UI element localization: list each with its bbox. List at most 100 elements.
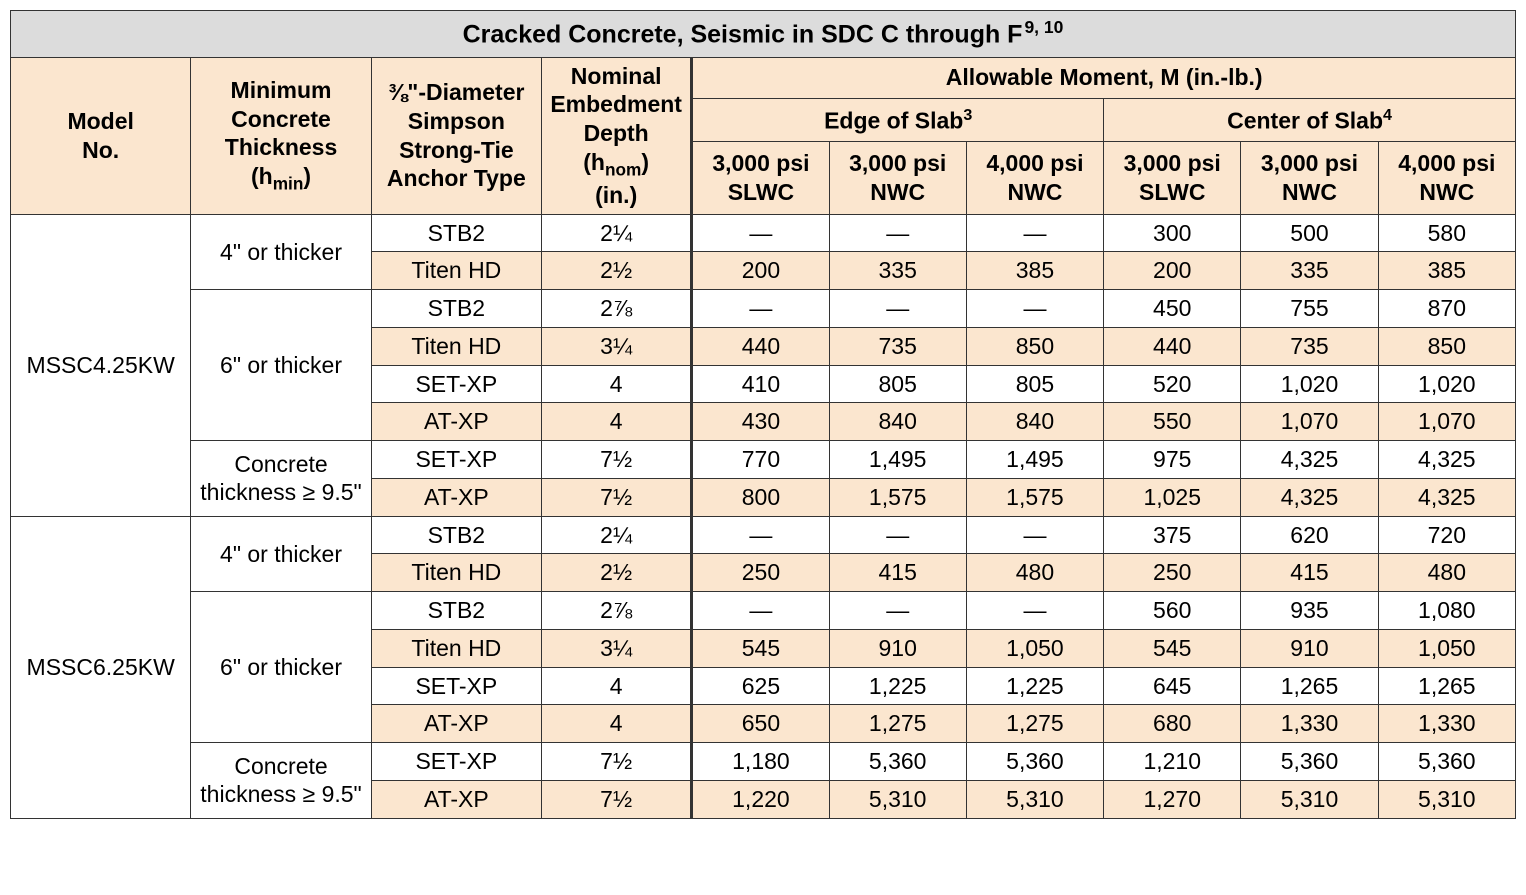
table-cell: 3¼ <box>542 327 692 365</box>
table-cell: — <box>829 592 966 630</box>
table-cell: 545 <box>692 629 829 667</box>
table-cell: 1,210 <box>1104 743 1241 781</box>
table-row: MSSC4.25KW4" or thickerSTB22¼———30050058… <box>11 214 1516 252</box>
table-cell: — <box>966 290 1103 328</box>
table-row: MSSC6.25KW4" or thickerSTB22¼———37562072… <box>11 516 1516 554</box>
table-cell: 450 <box>1104 290 1241 328</box>
table-cell: 410 <box>692 365 829 403</box>
table-cell: 7½ <box>542 441 692 479</box>
model-cell: MSSC4.25KW <box>11 214 191 516</box>
col-c2: 3,000 psi NWC <box>829 141 966 214</box>
table-cell: 385 <box>1378 252 1515 290</box>
thickness-cell: 6" or thicker <box>191 290 371 441</box>
embed-header: Nominal Embedment Depth (hnom) (in.) <box>542 57 692 214</box>
table-cell: 650 <box>692 705 829 743</box>
table-cell: AT-XP <box>371 403 541 441</box>
table-cell: — <box>692 290 829 328</box>
table-cell: 1,275 <box>829 705 966 743</box>
table-cell: 625 <box>692 667 829 705</box>
table-cell: 200 <box>692 252 829 290</box>
table-cell: 1,330 <box>1378 705 1515 743</box>
thickness-cell: 6" or thicker <box>191 592 371 743</box>
table-cell: 735 <box>1241 327 1378 365</box>
table-cell: 415 <box>1241 554 1378 592</box>
table-cell: 4,325 <box>1241 478 1378 516</box>
table-cell: Titen HD <box>371 629 541 667</box>
table-cell: 480 <box>966 554 1103 592</box>
table-cell: 375 <box>1104 516 1241 554</box>
table-cell: SET-XP <box>371 365 541 403</box>
table-cell: 4,325 <box>1378 478 1515 516</box>
table-cell: 735 <box>829 327 966 365</box>
table-cell: 5,310 <box>1378 780 1515 818</box>
table-cell: 415 <box>829 554 966 592</box>
table-row: Concretethickness ≥ 9.5"SET-XP7½7701,495… <box>11 441 1516 479</box>
table-cell: 620 <box>1241 516 1378 554</box>
table-cell: 1,050 <box>1378 629 1515 667</box>
table-cell: 7½ <box>542 780 692 818</box>
table-cell: 250 <box>692 554 829 592</box>
thickness-cell: 4" or thicker <box>191 214 371 290</box>
table-cell: 850 <box>1378 327 1515 365</box>
table-cell: 770 <box>692 441 829 479</box>
table-cell: 5,310 <box>1241 780 1378 818</box>
table-cell: — <box>692 214 829 252</box>
table-row: 6" or thickerSTB22⅞———450755870 <box>11 290 1516 328</box>
table-cell: 1,275 <box>966 705 1103 743</box>
thickness-header: Minimum Concrete Thickness (hmin) <box>191 57 371 214</box>
table-cell: 840 <box>829 403 966 441</box>
center-header: Center of Slab4 <box>1104 98 1516 141</box>
thickness-cell: Concretethickness ≥ 9.5" <box>191 441 371 517</box>
table-cell: 5,310 <box>829 780 966 818</box>
table-cell: 2½ <box>542 252 692 290</box>
model-header: Model No. <box>11 57 191 214</box>
table-cell: 645 <box>1104 667 1241 705</box>
table-cell: 335 <box>829 252 966 290</box>
table-cell: 935 <box>1241 592 1378 630</box>
table-cell: 4 <box>542 705 692 743</box>
col-c6: 4,000 psi NWC <box>1378 141 1515 214</box>
table-cell: SET-XP <box>371 441 541 479</box>
table-cell: 520 <box>1104 365 1241 403</box>
table-cell: 1,495 <box>829 441 966 479</box>
table-cell: 500 <box>1241 214 1378 252</box>
table-cell: 250 <box>1104 554 1241 592</box>
table-cell: 3¼ <box>542 629 692 667</box>
col-c5: 3,000 psi NWC <box>1241 141 1378 214</box>
table-title: Cracked Concrete, Seismic in SDC C throu… <box>11 11 1516 58</box>
table-cell: 2¼ <box>542 214 692 252</box>
table-cell: — <box>692 592 829 630</box>
table-cell: 4 <box>542 403 692 441</box>
table-cell: 2½ <box>542 554 692 592</box>
table-cell: 1,225 <box>966 667 1103 705</box>
table-cell: 200 <box>1104 252 1241 290</box>
table-cell: SET-XP <box>371 667 541 705</box>
table-cell: 545 <box>1104 629 1241 667</box>
table-row: 6" or thickerSTB22⅞———5609351,080 <box>11 592 1516 630</box>
table-cell: 2⅞ <box>542 592 692 630</box>
col-c4: 3,000 psi SLWC <box>1104 141 1241 214</box>
table-cell: 385 <box>966 252 1103 290</box>
table-cell: 430 <box>692 403 829 441</box>
table-cell: 5,360 <box>966 743 1103 781</box>
moment-header: Allowable Moment, M (in.-lb.) <box>692 57 1516 98</box>
table-cell: 300 <box>1104 214 1241 252</box>
table-cell: 1,025 <box>1104 478 1241 516</box>
table-cell: 335 <box>1241 252 1378 290</box>
table-cell: 1,330 <box>1241 705 1378 743</box>
table-cell: 4 <box>542 365 692 403</box>
table-cell: 480 <box>1378 554 1515 592</box>
table-cell: 1,020 <box>1378 365 1515 403</box>
table-cell: AT-XP <box>371 705 541 743</box>
table-cell: Titen HD <box>371 554 541 592</box>
table-cell: 975 <box>1104 441 1241 479</box>
table-cell: 7½ <box>542 743 692 781</box>
table-cell: 1,070 <box>1241 403 1378 441</box>
table-cell: — <box>829 516 966 554</box>
table-cell: 2¼ <box>542 516 692 554</box>
table-cell: 4,325 <box>1378 441 1515 479</box>
table-cell: STB2 <box>371 290 541 328</box>
table-cell: — <box>966 214 1103 252</box>
table-cell: 5,360 <box>1241 743 1378 781</box>
col-c1: 3,000 psi SLWC <box>692 141 829 214</box>
